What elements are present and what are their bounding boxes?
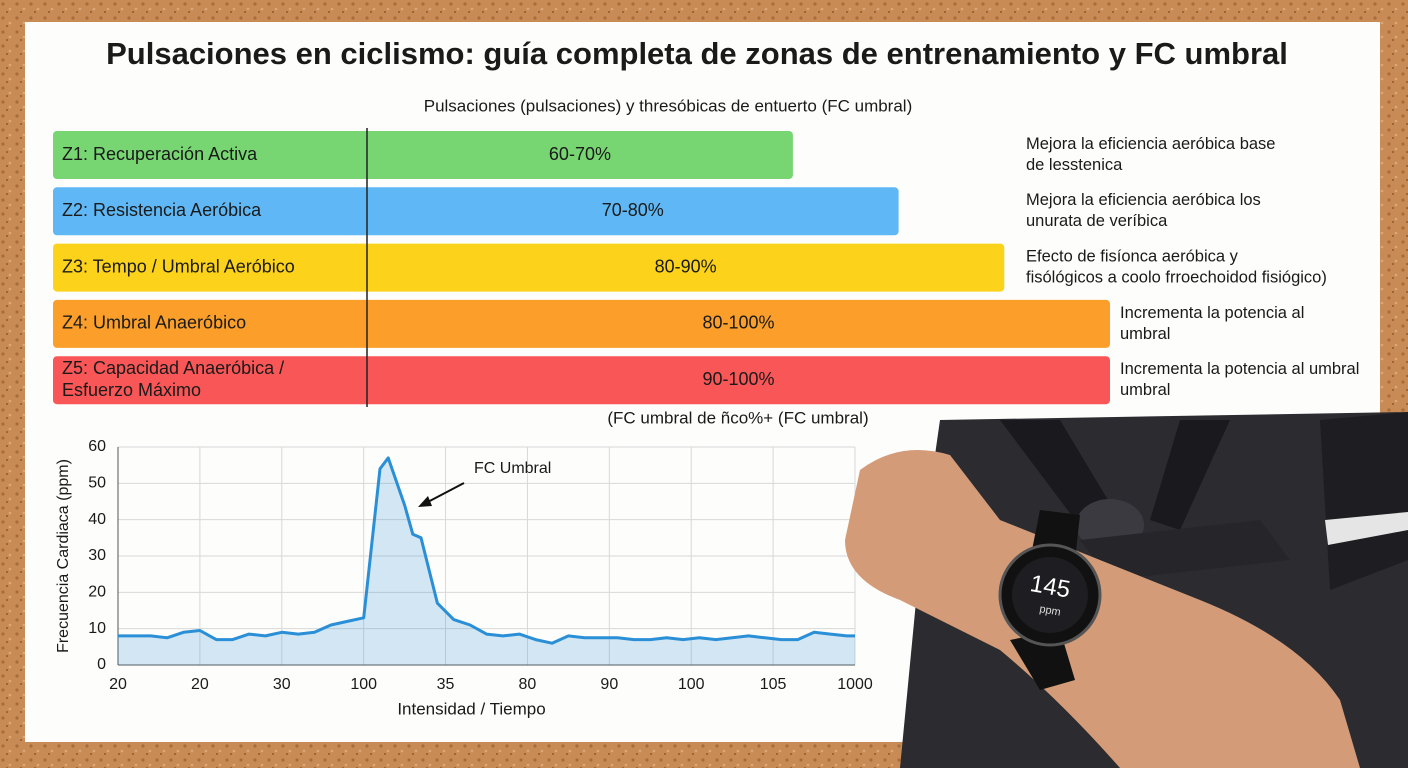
zone-description: de lesstenica (1026, 156, 1123, 174)
zone-description: umbral (1120, 381, 1170, 399)
bar-category: Z4: Umbral Anaeróbico (62, 313, 246, 333)
x-tick-label: 100 (678, 676, 705, 693)
x-axis-label: Intensidad / Tiempo (397, 699, 545, 718)
annotation-arrowhead (418, 496, 432, 507)
bar-category: Z2: Resistencia Aeróbica (62, 200, 262, 220)
photo: 145 ppm (845, 412, 1408, 768)
bar (53, 356, 1110, 405)
x-tick-label: 30 (273, 676, 291, 693)
y-tick-label: 0 (97, 656, 106, 673)
line-chart: 0 10 20 30 40 50 60 20 20 30 100 35 80 90 100 105 1000 FC… (55, 438, 873, 718)
x-tick-label: 35 (437, 676, 455, 693)
zone-description: Efecto de fisíonca aeróbica y (1026, 247, 1239, 265)
annotation: FC Umbral (474, 460, 551, 477)
bar-value-label: 80-90% (655, 256, 717, 276)
title: Pulsaciones en ciclismo: guía completa d… (106, 36, 1288, 71)
y-tick-label: 20 (88, 584, 106, 601)
x-tick-label: 90 (600, 676, 618, 693)
bar-category: Z1: Recuperación Activa (62, 144, 258, 164)
bar (53, 243, 1005, 292)
y-tick-label: 50 (88, 475, 106, 492)
x-tick-label: 105 (760, 676, 787, 693)
x-tick-label: 20 (109, 676, 127, 693)
bar-value-label: 80-100% (702, 313, 774, 333)
bar-category: Esfuerzo Máximo (62, 380, 201, 400)
y-tick-label: 60 (88, 438, 106, 455)
watch-face (1012, 557, 1088, 633)
bar-value-label: 90-100% (702, 369, 774, 389)
zone-description: Incrementa la potencia al (1120, 304, 1304, 322)
x-tick-label: 20 (191, 676, 209, 693)
x-tick-label: 1000 (837, 676, 873, 693)
zone-bars: Z1: Recuperación Activa 60-70% Mejora la e… (53, 131, 1359, 405)
watch-unit: ppm (1038, 603, 1061, 619)
y-tick-label: 40 (88, 511, 106, 528)
chest-strap (1080, 520, 1290, 580)
zone-description: umbral (1120, 325, 1170, 343)
sleeve (1320, 412, 1408, 590)
zone-description: Mejora la eficiencia aeróbica los (1026, 191, 1261, 209)
strap (1150, 420, 1230, 530)
bar (53, 299, 1110, 348)
y-tick-label: 30 (88, 547, 106, 564)
annotation-arrow (423, 482, 465, 505)
line (118, 456, 855, 645)
zone-description: fisólógicos a coolo frroechoidod fisiógi… (1026, 268, 1327, 286)
bar-value-label: 60-70% (549, 144, 611, 164)
sleeve-stripe (1325, 512, 1408, 545)
bar (53, 187, 899, 236)
bar-chart-footnote: (FC umbral de ñco%+ (FC umbral) (607, 408, 868, 427)
bar-chart-subtitle: Pulsaciones (pulsaciones) y thresóbicas … (424, 96, 913, 115)
y-tick-label: 10 (88, 620, 106, 637)
zone-description: Mejora la eficiencia aeróbica base (1026, 135, 1275, 153)
bar (53, 131, 793, 179)
bar-category: Z5: Capacidad Anaeróbica / (62, 358, 284, 378)
x-tick-label: 80 (519, 676, 537, 693)
arm (845, 450, 1360, 768)
bar-category: Z3: Tempo / Umbral Aeróbico (62, 256, 295, 276)
area (118, 457, 855, 665)
zone-description: Incrementa la potencia al umbral (1120, 360, 1359, 378)
bar-value-label: 70-80% (602, 200, 664, 220)
zone-description: unurata de veríbica (1026, 212, 1168, 230)
y-axis-label: Frecuencia Cardiaca (ppm) (55, 459, 72, 653)
x-tick-label: 100 (350, 676, 377, 693)
